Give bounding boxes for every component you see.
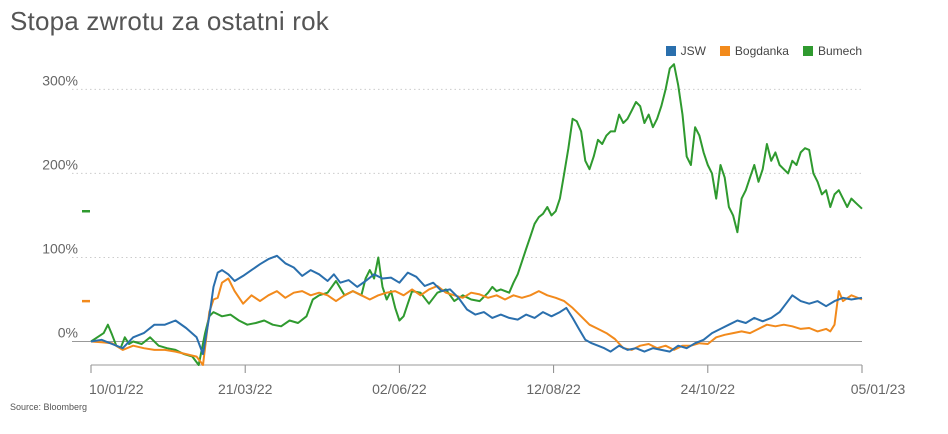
legend-swatch-jsw xyxy=(665,46,676,56)
source-note: Source: Bloomberg xyxy=(10,402,88,412)
series-line-jsw xyxy=(90,254,863,356)
legend-label-bogdanka: Bogdanka xyxy=(734,44,789,58)
x-tick-label: 24/10/22 xyxy=(681,381,736,397)
legend-swatch-bumech xyxy=(802,46,813,56)
y-tick-label: 200% xyxy=(42,156,78,172)
series-line-bumech xyxy=(90,63,863,366)
x-tick-label: 12/08/22 xyxy=(526,381,581,397)
x-tick-label: 21/03/22 xyxy=(218,381,273,397)
series-line-bogdanka xyxy=(90,277,863,366)
chart-title: Stopa zwrotu za ostatni rok xyxy=(10,6,329,36)
legend-label-jsw: JSW xyxy=(680,44,706,58)
x-tick-label: 10/01/22 xyxy=(89,381,144,397)
legend-swatch-bogdanka xyxy=(719,46,730,56)
y-tick-label: 300% xyxy=(42,72,78,88)
legend-item-bumech: Bumech xyxy=(802,44,862,58)
x-tick-label: 02/06/22 xyxy=(372,381,427,397)
chart-legend: JSW Bogdanka Bumech xyxy=(665,44,862,58)
legend-item-bogdanka: Bogdanka xyxy=(719,44,789,58)
legend-label-bumech: Bumech xyxy=(817,44,862,58)
y-tick-label: 100% xyxy=(42,240,78,256)
legend-item-jsw: JSW xyxy=(665,44,706,58)
y-tick-label: 0% xyxy=(58,324,78,340)
x-tick-label: 05/01/23 xyxy=(851,381,906,397)
